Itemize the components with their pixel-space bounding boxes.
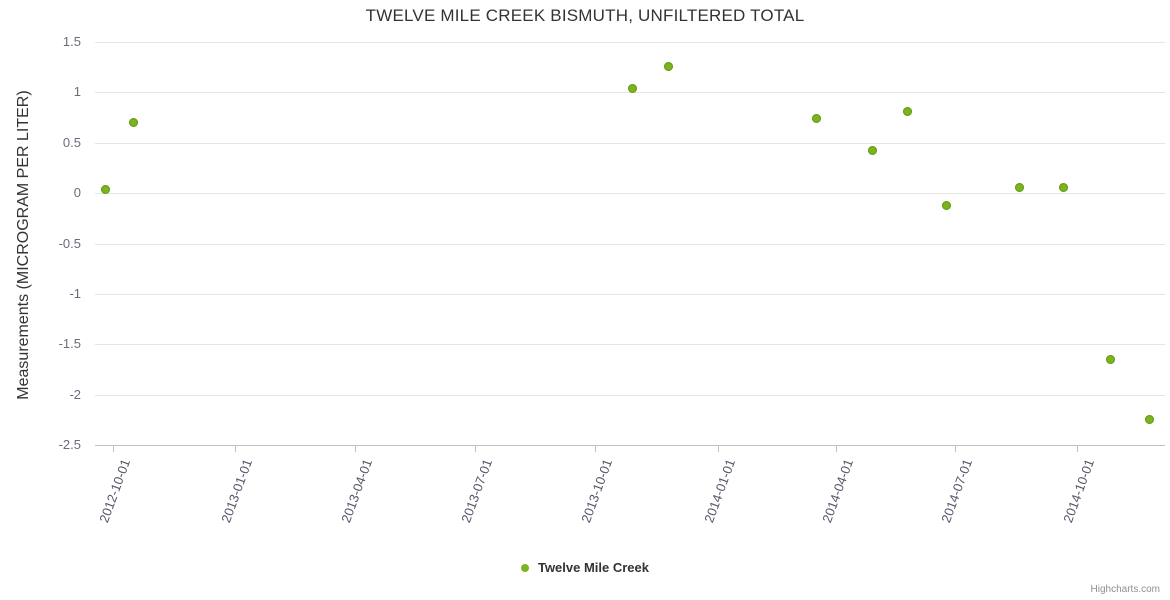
data-point[interactable] [1058,182,1068,192]
x-axis-tick-label: 2014-04-01 [819,457,857,525]
gridline [95,92,1165,94]
y-axis-tick-label: -1 [69,285,81,301]
data-point[interactable] [1144,415,1154,425]
gridline [95,243,1165,245]
x-axis-tick-mark [1077,445,1078,452]
data-point[interactable] [867,146,877,156]
x-axis-line [95,445,1165,446]
x-axis-tick-label: 2014-10-01 [1060,457,1098,525]
gridline [95,293,1165,295]
data-point[interactable] [1014,182,1024,192]
chart-title: TWELVE MILE CREEK BISMUTH, UNFILTERED TO… [365,6,805,25]
legend: Twelve Mile Creek [0,560,1170,575]
data-point[interactable] [663,61,673,71]
x-axis-tick-label: 2014-01-01 [701,457,739,525]
x-axis-tick-label: 2014-07-01 [938,457,976,525]
y-axis-tick-label: -2.5 [58,437,81,452]
x-axis-tick-label: 2013-04-01 [338,457,376,525]
x-axis-tick-label: 2012-10-01 [96,457,134,525]
data-point[interactable] [128,118,138,128]
legend-item-label: Twelve Mile Creek [537,560,650,575]
data-point[interactable] [811,114,821,124]
gridline [95,42,1165,43]
gridline [95,394,1165,396]
x-axis-tick-mark [475,445,476,452]
y-axis-tick-label: -0.5 [58,235,81,251]
x-axis-tick-mark [955,445,956,452]
x-axis-tick-mark [595,445,596,452]
data-point[interactable] [902,107,912,117]
y-axis-tick-label: 1 [73,84,81,100]
y-axis-tick-label: 1.5 [62,34,81,49]
y-axis-tick-label: -1.5 [58,336,81,352]
x-axis-tick-mark [235,445,236,452]
x-axis-tick-label: 2013-10-01 [578,457,616,525]
x-axis-tick-mark [113,445,114,452]
data-point[interactable] [100,184,110,194]
plot-area [95,42,1165,446]
highcharts-credits[interactable]: Highcharts.com [1090,584,1160,595]
x-axis-tick-label: 2013-01-01 [218,457,256,525]
x-axis-tick-mark [718,445,719,452]
data-point[interactable] [1105,354,1115,364]
data-point[interactable] [627,83,637,93]
x-axis-tick-label: 2013-07-01 [458,457,496,525]
gridline [95,344,1165,346]
y-axis-tick-label: -2 [69,386,81,402]
data-point[interactable] [941,200,951,210]
gridline [95,193,1165,195]
x-axis-tick-mark [355,445,356,452]
legend-marker-icon [520,563,529,572]
y-axis-tick-label: 0.5 [62,134,81,150]
gridline [95,142,1165,144]
x-axis-tick-mark [836,445,837,452]
y-axis-tick-label: 0 [73,185,81,201]
legend-item[interactable]: Twelve Mile Creek [520,560,650,575]
